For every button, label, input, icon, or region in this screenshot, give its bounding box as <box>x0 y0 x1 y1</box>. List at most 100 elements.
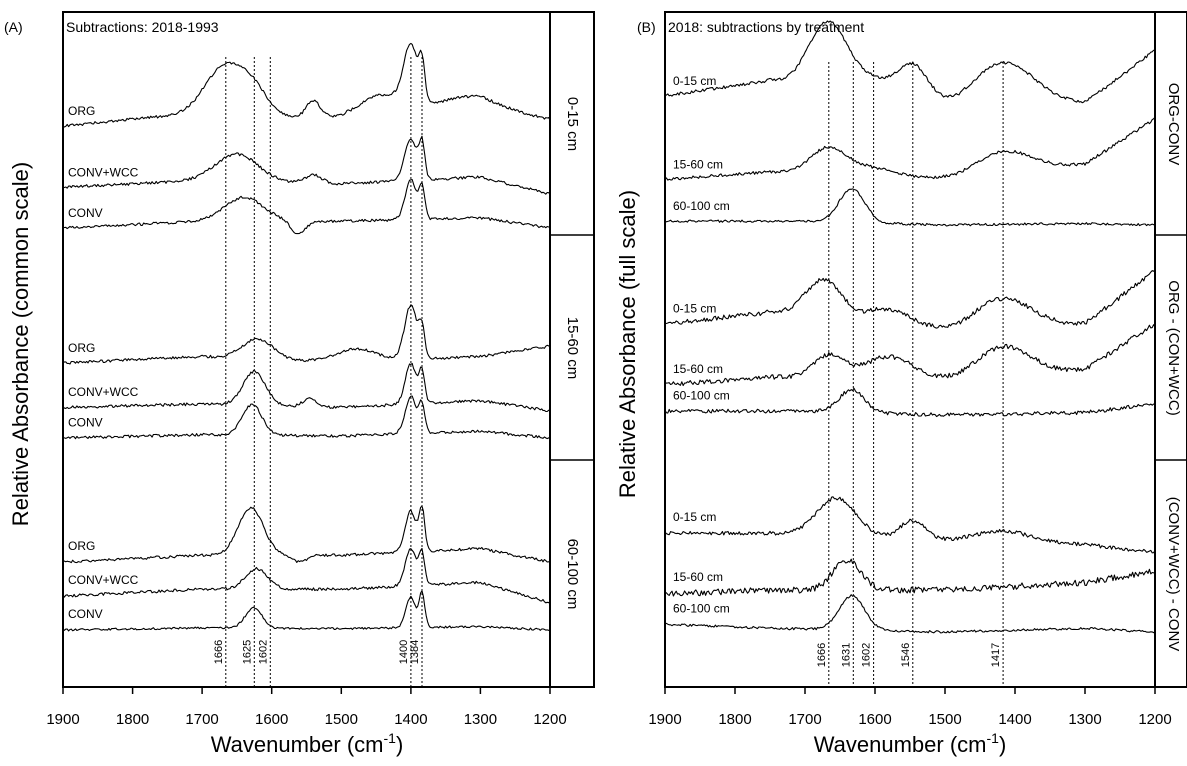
peak-label: 1400 <box>398 640 410 664</box>
spectrum-line-1-1 <box>62 42 551 128</box>
panel-b-strip <box>1154 11 1187 688</box>
x-tick-label: 1400 <box>394 711 427 728</box>
spectrum-line-2-1 <box>62 304 551 365</box>
x-tick-label: 1200 <box>533 711 566 728</box>
x-tick-label: 1300 <box>1068 711 1101 728</box>
x-tick-label: 1600 <box>858 711 891 728</box>
x-tick-label: 1700 <box>788 711 821 728</box>
curve-label: ORG <box>68 104 95 118</box>
panel-b-frame <box>664 11 1156 688</box>
curve-label: 60-100 cm <box>673 601 730 615</box>
curve-label: CONV+WCC <box>68 165 139 179</box>
curve-label: CONV+WCC <box>68 385 139 399</box>
spectrum-line-1-3 <box>664 188 1156 227</box>
panel-b-x-axis-title-tail: ) <box>999 732 1006 757</box>
panel-a-x-axis-title-main: Wavenumber (cm <box>211 732 384 757</box>
spectrum-line-2-3 <box>664 387 1156 418</box>
peak-label: 1631 <box>840 643 852 667</box>
spectrum-line-2-2 <box>664 324 1156 387</box>
curve-label: 0-15 cm <box>673 301 716 315</box>
x-tick-label: 1300 <box>464 711 497 728</box>
curve-label: ORG <box>68 341 95 355</box>
group-label: 60-100 cm <box>564 539 581 610</box>
x-tick-label: 1600 <box>255 711 288 728</box>
panel-b-letter: (B) <box>637 19 656 35</box>
peak-label: 1384 <box>409 640 421 664</box>
group-label: 0-15 cm <box>564 97 581 151</box>
peak-label: 1602 <box>861 643 873 667</box>
panel-a-group-labels: 0-15 cm 15-60 cm 60-100 cm <box>564 97 581 610</box>
spectrum-line-3-2 <box>664 558 1156 597</box>
panel-a-x-ticks: 1900 1800 1700 1600 1500 1400 1300 1200 <box>46 687 567 728</box>
group-label: ORG - (CON+WCC) <box>1165 280 1182 415</box>
curve-label: 15-60 cm <box>673 362 723 376</box>
spectrum-line-3-1 <box>63 505 550 564</box>
panel-a-title: Subtractions: 2018-1993 <box>66 19 219 35</box>
peak-label: 1546 <box>900 643 912 667</box>
curve-label: 15-60 cm <box>673 570 723 584</box>
curve-label: ORG <box>68 539 95 553</box>
panel-b-x-axis-title-sup: -1 <box>987 730 1000 746</box>
curve-label: 15-60 cm <box>673 158 723 172</box>
panel-b-y-axis-title: Relative Absorbance (full scale) <box>615 190 640 498</box>
spectrum-line-1-3 <box>62 179 551 235</box>
panel-b-x-axis-title-main: Wavenumber (cm <box>814 732 987 757</box>
x-tick-label: 1700 <box>185 711 218 728</box>
curve-label: 60-100 cm <box>673 199 730 213</box>
curve-label: 0-15 cm <box>673 74 716 88</box>
spectrum-line-1-1 <box>664 20 1156 104</box>
panel-a-peak-labels: 1666 1625 1602 1400 1384 <box>213 640 421 664</box>
spectrum-line-1-2 <box>664 116 1156 181</box>
panel-b-title: 2018: subtractions by treatment <box>668 19 864 35</box>
x-tick-label: 1800 <box>718 711 751 728</box>
curve-label: CONV+WCC <box>68 573 139 587</box>
panel-a-x-axis-title-tail: ) <box>396 732 403 757</box>
curve-label: CONV <box>68 607 103 621</box>
group-label: (CONV+WCC) - CONV <box>1165 497 1182 652</box>
curve-label: 0-15 cm <box>673 510 716 524</box>
group-label: 15-60 cm <box>564 317 581 380</box>
x-tick-label: 1200 <box>1138 711 1171 728</box>
x-tick-label: 1900 <box>46 711 79 728</box>
peak-label: 1602 <box>257 640 269 664</box>
panel-b-x-ticks: 1900 1800 1700 1600 1500 1400 1300 1200 <box>648 687 1172 728</box>
spectrum-line-2-1 <box>664 269 1156 329</box>
panel-b-group-labels: ORG-CONV ORG - (CON+WCC) (CONV+WCC) - CONV <box>1165 83 1182 652</box>
panel-a-x-axis-title-sup: -1 <box>384 730 397 746</box>
peak-label: 1666 <box>213 640 225 664</box>
spectrum-line-2-2 <box>62 362 551 413</box>
spectrum-line-3-3 <box>62 590 550 632</box>
peak-label: 1417 <box>990 643 1002 667</box>
panel-a-series <box>62 42 551 632</box>
curve-label: CONV <box>68 206 103 220</box>
curve-label: CONV <box>68 415 103 429</box>
panel-b-series <box>664 20 1156 634</box>
panel-b-peak-lines <box>828 62 1004 687</box>
spectrum-line-3-2 <box>62 547 551 604</box>
x-tick-label: 1500 <box>325 711 358 728</box>
curve-label: 60-100 cm <box>673 388 730 402</box>
x-tick-label: 1500 <box>928 711 961 728</box>
panel-b: (B) 2018: subtractions by treatment ORG-… <box>615 11 1187 757</box>
panel-a-curve-labels: ORG CONV+WCC CONV ORG CONV+WCC CONV ORG CONV+WC… <box>68 104 139 621</box>
x-tick-label: 1400 <box>998 711 1031 728</box>
x-tick-label: 1900 <box>648 711 681 728</box>
panel-a: (A) Subtractions: 2018-1993 0-15 cm 15-60… <box>4 11 595 757</box>
panel-a-strip <box>549 11 595 688</box>
panel-a-y-axis-title: Relative Absorbance (common scale) <box>8 162 33 526</box>
panel-b-curve-labels: 0-15 cm 15-60 cm 60-100 cm 0-15 cm 15-60 cm 6… <box>673 74 730 615</box>
panel-a-x-axis-title: Wavenumber (cm-1) <box>211 730 404 757</box>
x-tick-label: 1800 <box>116 711 149 728</box>
spectrum-line-1-2 <box>62 135 551 195</box>
group-label: ORG-CONV <box>1165 83 1182 166</box>
peak-label: 1666 <box>816 643 828 667</box>
spectrum-line-3-1 <box>664 496 1156 554</box>
spectrum-line-3-3 <box>665 594 1156 634</box>
panel-a-letter: (A) <box>4 19 23 35</box>
spectrum-line-2-3 <box>62 395 551 440</box>
panel-b-x-axis-title: Wavenumber (cm-1) <box>814 730 1007 757</box>
panel-b-peak-labels: 1666 1631 1602 1546 1417 <box>816 643 1002 667</box>
peak-label: 1625 <box>241 640 253 664</box>
